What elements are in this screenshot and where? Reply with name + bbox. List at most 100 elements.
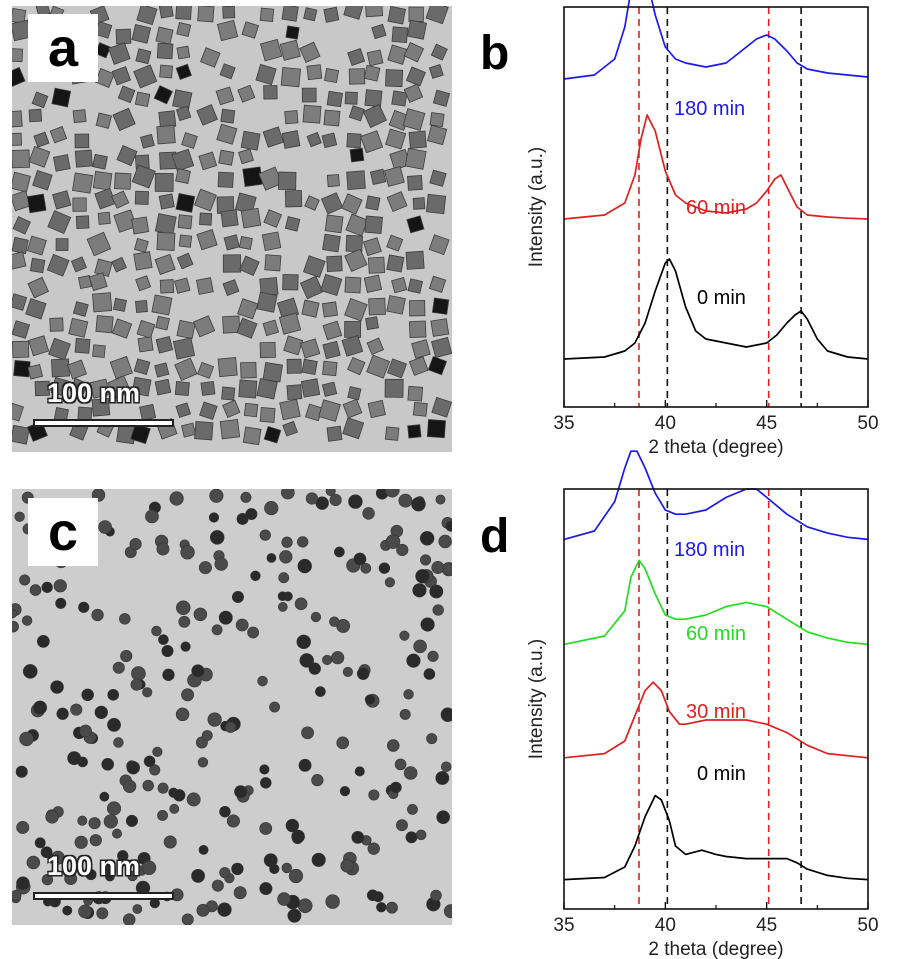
- nanocube: [344, 248, 368, 272]
- nanosphere: [353, 552, 367, 566]
- nanosphere: [45, 810, 59, 824]
- nanosphere: [40, 846, 53, 859]
- nanocube: [111, 256, 127, 273]
- nanocube: [12, 48, 24, 63]
- nanocube: [174, 357, 198, 381]
- nanocube: [181, 422, 197, 438]
- nanosphere: [207, 712, 222, 727]
- nanocube: [405, 66, 426, 87]
- nanosphere: [305, 492, 319, 505]
- nanocube: [176, 45, 191, 60]
- nanocube: [97, 211, 111, 225]
- nanocube: [259, 341, 276, 359]
- nanosphere: [94, 705, 108, 719]
- nanocube: [92, 153, 108, 170]
- nanocube: [88, 272, 108, 292]
- nanosphere: [156, 542, 170, 556]
- nanosphere: [125, 814, 138, 827]
- nanosphere: [143, 755, 156, 768]
- nanocube: [12, 236, 29, 255]
- nanocube: [342, 398, 363, 419]
- nanocube: [321, 132, 338, 149]
- nanocube: [28, 335, 50, 357]
- nanocube: [263, 209, 283, 228]
- x-tick-label-0: 35: [553, 915, 574, 936]
- nanocube: [133, 64, 158, 89]
- nanosphere: [81, 688, 94, 702]
- nanocube: [26, 193, 47, 214]
- nanocube: [427, 355, 448, 376]
- nanocube: [341, 193, 363, 215]
- nanosphere: [435, 771, 450, 785]
- nanosphere: [432, 604, 444, 616]
- series-label-2: 180 min: [674, 98, 745, 120]
- nanocube: [285, 25, 300, 40]
- nanocube: [220, 209, 239, 228]
- nanocube: [111, 66, 132, 86]
- nanocube: [111, 318, 133, 339]
- nanocube: [55, 238, 69, 252]
- nanosphere: [209, 489, 224, 503]
- nanosphere: [281, 536, 293, 548]
- nanosphere: [269, 863, 280, 875]
- nanocube: [131, 376, 152, 397]
- nanocube: [181, 132, 198, 149]
- nanosphere: [334, 546, 345, 558]
- nanosphere: [62, 905, 73, 916]
- nanocube: [371, 23, 387, 40]
- nanocube: [428, 64, 444, 79]
- x-axis-label: 2 theta (degree): [648, 939, 783, 959]
- nanosphere: [209, 530, 225, 545]
- nanocube: [12, 110, 23, 128]
- nanocube: [86, 231, 112, 257]
- nanocube: [386, 234, 404, 252]
- nanocube: [154, 253, 176, 275]
- nanosphere: [413, 639, 427, 654]
- nanocube: [52, 154, 71, 172]
- nanosphere: [403, 766, 418, 780]
- nanosphere: [12, 890, 22, 901]
- nanosphere: [234, 785, 248, 799]
- xrd-chart-b: 0 min 60 min 180 min 35 40 45 50 2 theta (degre…: [526, 0, 879, 458]
- nanocube: [29, 257, 46, 274]
- nanocube: [362, 103, 387, 129]
- nanocube: [324, 68, 340, 84]
- nanocube: [92, 292, 113, 313]
- nanocube: [365, 316, 379, 331]
- nanosphere: [122, 913, 136, 925]
- nanocube: [175, 63, 192, 80]
- nanocube: [342, 417, 365, 440]
- nanocube: [27, 276, 50, 299]
- nanosphere: [308, 662, 321, 675]
- nanocube: [172, 89, 193, 110]
- nanocube: [284, 216, 301, 232]
- nanocube: [112, 107, 136, 132]
- nanocube: [171, 148, 195, 172]
- nanosphere: [297, 558, 312, 574]
- nanocube: [264, 254, 282, 272]
- nanocube: [341, 335, 364, 357]
- nanocube: [391, 277, 408, 294]
- panel-label-a: a: [28, 14, 98, 82]
- nanocube: [301, 358, 318, 375]
- nanosphere: [176, 600, 191, 615]
- nanocube: [131, 24, 152, 44]
- series-line-1: [563, 114, 869, 220]
- nanocube: [241, 21, 260, 39]
- nanocube: [384, 378, 404, 398]
- nanosphere: [279, 550, 293, 564]
- nanosphere: [339, 786, 351, 797]
- nanocube: [369, 168, 387, 186]
- nanosphere: [79, 724, 92, 738]
- nanocube: [151, 294, 173, 316]
- nanocube: [135, 300, 148, 313]
- nanosphere: [67, 751, 82, 766]
- nanocube: [280, 66, 301, 88]
- nanocube: [278, 312, 302, 335]
- series-label-3: 180 min: [674, 539, 745, 561]
- nanosphere: [101, 757, 114, 771]
- nanocube: [320, 273, 343, 296]
- nanosphere: [231, 591, 244, 603]
- nanocube: [384, 426, 400, 441]
